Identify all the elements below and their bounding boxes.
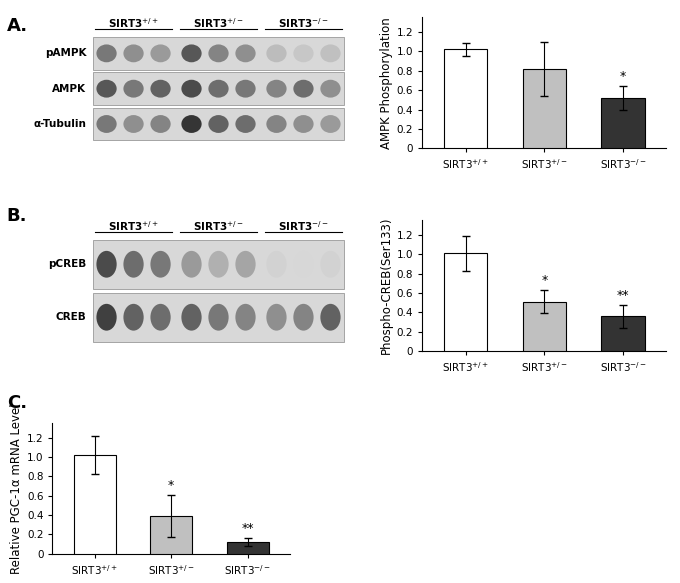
Text: **: ** [617, 289, 630, 301]
Ellipse shape [182, 44, 202, 62]
Ellipse shape [123, 80, 143, 97]
Text: SIRT3$^{+/+}$: SIRT3$^{+/+}$ [108, 16, 159, 30]
Ellipse shape [235, 251, 256, 278]
Text: pAMPK: pAMPK [45, 48, 86, 58]
Text: *: * [168, 479, 174, 492]
Ellipse shape [150, 80, 171, 97]
Ellipse shape [208, 80, 228, 97]
Ellipse shape [320, 115, 341, 133]
Ellipse shape [182, 304, 202, 331]
Ellipse shape [97, 44, 117, 62]
Bar [73, 455, 116, 554]
Ellipse shape [97, 115, 117, 133]
Bar [93, 72, 344, 105]
Ellipse shape [267, 251, 286, 278]
Text: **: ** [241, 522, 254, 535]
Ellipse shape [208, 115, 228, 133]
Ellipse shape [97, 304, 117, 331]
Ellipse shape [267, 44, 286, 62]
Ellipse shape [267, 304, 286, 331]
Text: A.: A. [7, 17, 28, 36]
Y-axis label: AMPK Phosphorylation: AMPK Phosphorylation [379, 17, 392, 149]
Ellipse shape [320, 304, 341, 331]
Ellipse shape [208, 251, 228, 278]
Ellipse shape [208, 304, 228, 331]
Text: SIRT3$^{-/-}$: SIRT3$^{-/-}$ [278, 16, 329, 30]
Bar [523, 69, 566, 148]
Ellipse shape [123, 44, 143, 62]
Bar [444, 50, 488, 148]
Ellipse shape [235, 44, 256, 62]
Ellipse shape [123, 115, 143, 133]
Ellipse shape [182, 115, 202, 133]
Text: CREB: CREB [56, 312, 86, 322]
Text: C.: C. [7, 394, 27, 412]
Ellipse shape [293, 115, 313, 133]
Ellipse shape [320, 44, 341, 62]
Ellipse shape [293, 251, 313, 278]
Ellipse shape [150, 304, 171, 331]
Text: *: * [620, 71, 626, 83]
Ellipse shape [123, 304, 143, 331]
Ellipse shape [267, 115, 286, 133]
Text: B.: B. [7, 207, 27, 225]
Ellipse shape [320, 80, 341, 97]
Text: SIRT3$^{+/-}$: SIRT3$^{+/-}$ [193, 16, 244, 30]
Bar [93, 293, 344, 342]
Bar [601, 316, 645, 351]
Text: α-Tubulin: α-Tubulin [33, 119, 86, 129]
Ellipse shape [123, 251, 143, 278]
Text: pCREB: pCREB [48, 259, 86, 269]
Ellipse shape [293, 80, 313, 97]
Ellipse shape [208, 44, 228, 62]
Bar [93, 37, 344, 69]
Ellipse shape [235, 304, 256, 331]
Y-axis label: Phospho-CREB(Ser133): Phospho-CREB(Ser133) [379, 217, 392, 354]
Ellipse shape [267, 80, 286, 97]
Text: AMPK: AMPK [52, 84, 86, 94]
Y-axis label: Relative PGC-1α mRNA Level: Relative PGC-1α mRNA Level [10, 403, 22, 574]
Text: *: * [541, 274, 547, 287]
Bar [226, 542, 269, 554]
Ellipse shape [293, 44, 313, 62]
Ellipse shape [150, 251, 171, 278]
Ellipse shape [320, 251, 341, 278]
Bar [150, 516, 192, 554]
Ellipse shape [182, 251, 202, 278]
Bar [93, 108, 344, 141]
Text: SIRT3$^{+/-}$: SIRT3$^{+/-}$ [193, 219, 244, 233]
Bar [601, 98, 645, 148]
Ellipse shape [97, 80, 117, 97]
Bar [444, 253, 488, 351]
Bar [523, 301, 566, 351]
Text: SIRT3$^{+/+}$: SIRT3$^{+/+}$ [108, 219, 159, 233]
Ellipse shape [97, 251, 117, 278]
Ellipse shape [150, 115, 171, 133]
Bar [93, 240, 344, 289]
Ellipse shape [235, 115, 256, 133]
Text: SIRT3$^{-/-}$: SIRT3$^{-/-}$ [278, 219, 329, 233]
Ellipse shape [293, 304, 313, 331]
Ellipse shape [235, 80, 256, 97]
Ellipse shape [182, 80, 202, 97]
Ellipse shape [150, 44, 171, 62]
